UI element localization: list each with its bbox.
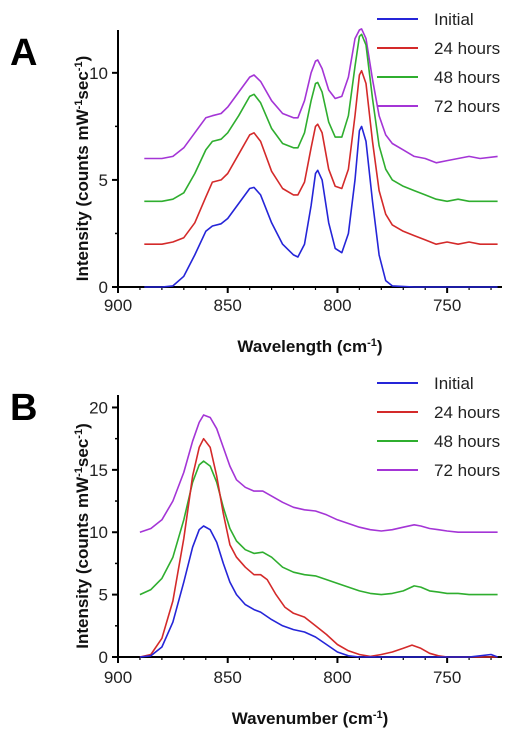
y-tick-label: 5 xyxy=(99,171,108,190)
x-axis-label: Wavelength (cm-1) xyxy=(237,337,382,356)
panel-letter: A xyxy=(10,32,37,74)
x-axis-label-sup: -1 xyxy=(373,709,383,721)
y-axis-label-part: sec xyxy=(73,439,92,467)
legend-label: 72 hours xyxy=(434,461,500,480)
series-line-24-hours xyxy=(144,69,498,245)
y-tick-label: 0 xyxy=(99,648,108,667)
series-line-initial xyxy=(144,125,498,288)
y-axis-label-sup: -1 xyxy=(73,467,85,477)
x-axis-label: Wavenumber (cm-1) xyxy=(232,709,389,728)
x-axis-label-main: Wavenumber (cm xyxy=(232,709,373,728)
legend-label: 24 hours xyxy=(434,403,500,422)
legend-label: 48 hours xyxy=(434,68,500,87)
series-line-48-hours xyxy=(144,33,498,203)
y-tick-label: 20 xyxy=(89,398,108,417)
legend-label: Initial xyxy=(434,374,474,393)
series-line-48-hours xyxy=(139,460,498,596)
x-axis-label-end: ) xyxy=(377,337,383,356)
y-tick-label: 10 xyxy=(89,64,108,83)
y-tick-label: 10 xyxy=(89,523,108,542)
y-axis-label: Intensity (counts mW-1sec-1) xyxy=(73,423,92,649)
x-tick-label: 850 xyxy=(214,668,242,687)
x-tick-label: 800 xyxy=(323,296,351,315)
x-tick-label: 900 xyxy=(104,668,132,687)
panel-letter: B xyxy=(10,387,37,429)
y-axis-label-part: ) xyxy=(73,56,92,62)
legend-label: 24 hours xyxy=(434,39,500,58)
y-axis-label: Intensity (counts mW-1sec-1) xyxy=(73,56,92,282)
legend-label: 48 hours xyxy=(434,432,500,451)
series-line-24-hours xyxy=(139,437,498,658)
series-line-72-hours xyxy=(139,414,498,533)
x-tick-label: 750 xyxy=(433,668,461,687)
y-axis-label-sup: -1 xyxy=(73,429,85,439)
x-tick-label: 750 xyxy=(433,296,461,315)
y-axis-label-part: sec xyxy=(73,71,92,99)
y-tick-label: 5 xyxy=(99,586,108,605)
y-tick-label: 15 xyxy=(89,461,108,480)
x-tick-label: 800 xyxy=(323,668,351,687)
series-line-72-hours xyxy=(144,28,498,164)
y-axis-label-sup: -1 xyxy=(73,100,85,110)
y-axis-label-part: ) xyxy=(73,423,92,429)
y-axis-label-part: Intensity (counts mW xyxy=(73,476,92,649)
legend-label: Initial xyxy=(434,10,474,29)
y-axis-label-part: Intensity (counts mW xyxy=(73,108,92,281)
x-tick-label: 900 xyxy=(104,296,132,315)
x-tick-label: 850 xyxy=(214,296,242,315)
x-axis-label-main: Wavelength (cm xyxy=(237,337,367,356)
x-axis-label-end: ) xyxy=(383,709,389,728)
series-line-initial xyxy=(139,525,498,658)
y-axis-label-sup: -1 xyxy=(73,61,85,71)
x-axis-label-sup: -1 xyxy=(367,337,377,349)
y-tick-label: 0 xyxy=(99,278,108,297)
legend-label: 72 hours xyxy=(434,97,500,116)
